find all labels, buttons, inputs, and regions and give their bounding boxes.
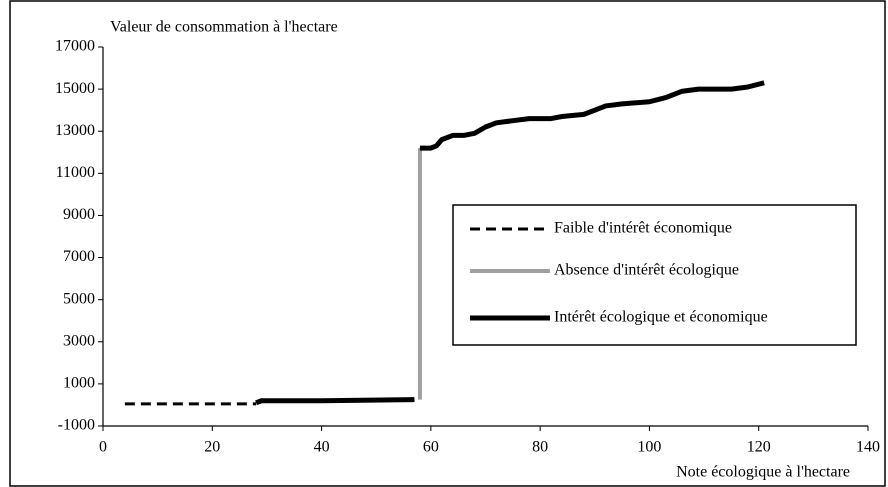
y-axis-label: Valeur de consommation à l'hectare: [110, 19, 338, 36]
x-tick-label: 80: [532, 439, 548, 456]
x-tick-label: 100: [637, 439, 661, 456]
x-axis-label: Note écologique à l'hectare: [676, 464, 850, 481]
x-tick-label: 60: [423, 439, 439, 456]
y-tick-label: -1000: [58, 417, 95, 434]
y-tick-label: 15000: [55, 80, 95, 97]
x-tick-label: 20: [204, 439, 220, 456]
y-tick-label: 1000: [63, 375, 95, 392]
y-tick-label: 13000: [55, 122, 95, 139]
y-tick-label: 9000: [63, 206, 95, 223]
frame: [9, 0, 886, 487]
x-tick-label: 120: [747, 439, 771, 456]
x-tick-label: 140: [856, 439, 880, 456]
legend-label: Absence d'intérêt écologique: [554, 262, 739, 279]
legend-label: Faible d'intérêt économique: [554, 220, 732, 237]
series-line: [255, 80, 765, 406]
y-tick-label: 17000: [55, 38, 95, 55]
y-tick-label: 3000: [63, 332, 95, 349]
legend-label: Intérêt écologique et économique: [554, 309, 768, 326]
y-tick-label: 5000: [63, 290, 95, 307]
x-tick-label: 0: [99, 439, 107, 456]
x-tick-label: 40: [314, 439, 330, 456]
y-tick-label: 7000: [63, 248, 95, 265]
y-tick-label: 11000: [56, 164, 95, 181]
